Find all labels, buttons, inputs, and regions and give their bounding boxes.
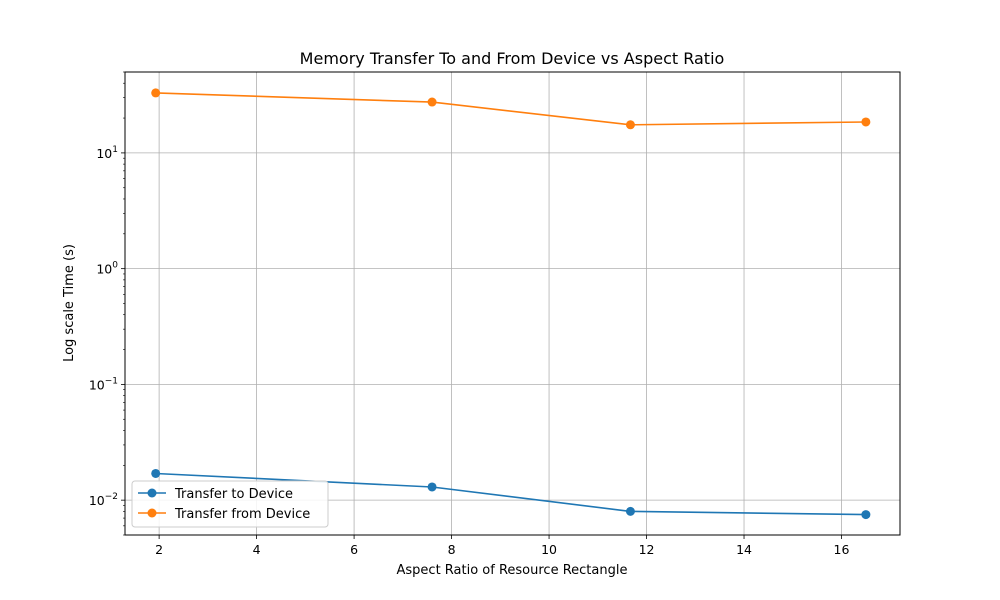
x-axis: 2 4 6 8 10 12 14 16 (155, 535, 850, 557)
y-axis: 10−2 10−1 100 101 (89, 71, 125, 536)
y-tick-label: 10−1 (89, 376, 118, 392)
series-layer (151, 88, 871, 520)
x-axis-label: Aspect Ratio of Resource Rectangle (397, 563, 628, 578)
series-1 (151, 468, 871, 520)
y-axis-label: Log scale Time (s) (62, 244, 77, 362)
grid (125, 72, 900, 535)
y-tick-label: 100 (96, 261, 118, 277)
data-point (151, 88, 161, 98)
legend-box (131, 480, 329, 528)
x-tick-label: 12 (639, 542, 655, 557)
x-tick-label: 10 (541, 542, 557, 557)
y-tick-label: 10−2 (89, 492, 118, 508)
legend-label: Transfer from Device (174, 507, 310, 522)
data-point (625, 506, 635, 516)
x-tick-label: 16 (834, 542, 850, 557)
data-point (151, 468, 161, 478)
chart-title: Memory Transfer To and From Device vs As… (300, 49, 725, 68)
data-point (861, 117, 871, 127)
legend: Transfer to Device Transfer from Device (131, 480, 329, 528)
data-point (427, 97, 437, 107)
plot-frame (124, 71, 901, 536)
legend-marker (147, 488, 157, 498)
series-line (155, 92, 866, 126)
x-tick-label: 4 (253, 542, 261, 557)
x-tick-label: 6 (350, 542, 358, 557)
data-point (427, 482, 437, 492)
x-tick-label: 2 (155, 542, 163, 557)
x-tick-label: 14 (736, 542, 752, 557)
series-line (155, 472, 866, 516)
data-point (625, 120, 635, 130)
data-point (861, 510, 871, 520)
legend-marker (147, 508, 157, 518)
legend-item: Transfer to Device (138, 487, 293, 502)
legend-item: Transfer from Device (138, 507, 310, 522)
series-2 (151, 88, 871, 130)
x-tick-label: 8 (448, 542, 456, 557)
y-tick-label: 101 (96, 145, 118, 161)
legend-label: Transfer to Device (174, 487, 293, 502)
